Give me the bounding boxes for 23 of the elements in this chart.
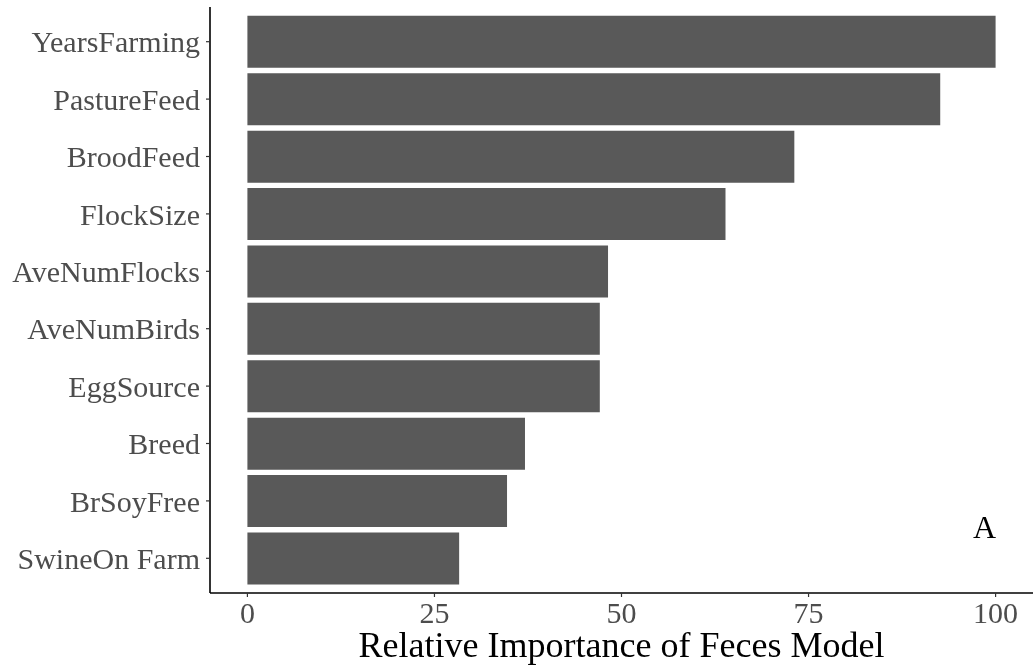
y-tick-label: YearsFarming — [31, 25, 200, 59]
bar — [247, 188, 726, 241]
bar — [247, 417, 525, 470]
y-tick-label: BroodFeed — [66, 140, 200, 174]
y-tick-label: EggSource — [68, 369, 200, 403]
bar — [247, 15, 996, 68]
bar — [247, 532, 460, 585]
bar — [247, 475, 508, 528]
bar — [247, 302, 600, 355]
bar — [247, 245, 609, 298]
x-tick-label: 100 — [973, 596, 1019, 630]
bar — [247, 73, 941, 126]
x-tick-label: 0 — [239, 596, 255, 630]
y-tick-label: PastureFeed — [53, 82, 200, 116]
y-tick-label: AveNumBirds — [27, 312, 200, 346]
annotation: A — [972, 509, 996, 545]
y-tick-label: SwineOn Farm — [17, 541, 200, 575]
y-tick-label: AveNumFlocks — [12, 254, 200, 288]
y-tick-label: FlockSize — [80, 197, 200, 231]
bar — [247, 130, 795, 183]
bar — [247, 360, 600, 413]
y-tick-label: BrSoyFree — [70, 484, 200, 518]
y-tick-label: Breed — [128, 427, 200, 461]
